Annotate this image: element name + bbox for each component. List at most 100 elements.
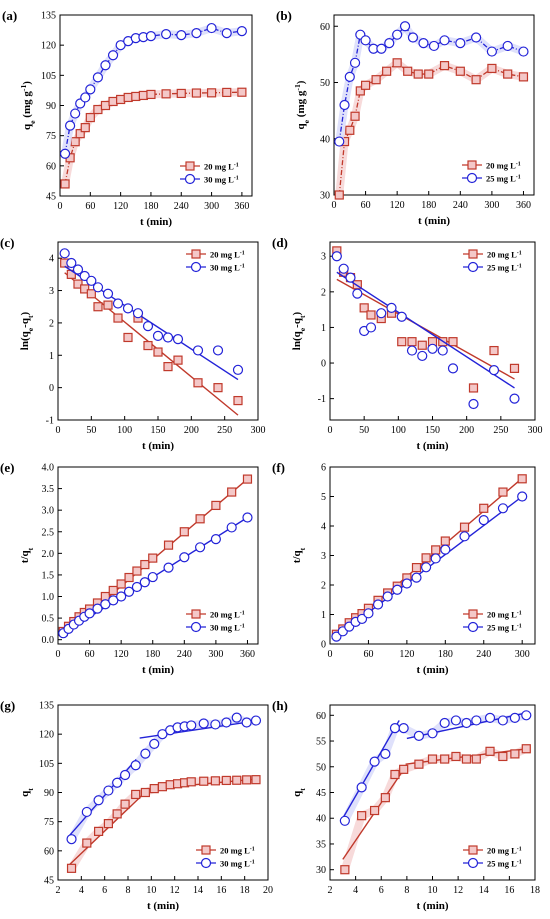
data-point — [439, 717, 450, 729]
data-point — [360, 35, 371, 46]
data-point — [70, 137, 80, 147]
data-point — [345, 125, 355, 135]
data-point — [509, 712, 520, 723]
data-point — [140, 559, 150, 570]
data-point — [396, 311, 407, 322]
x-tick-label: 0 — [58, 201, 63, 212]
y-tick-label: 2.0 — [42, 549, 55, 560]
y-tick-label: 4 — [321, 522, 326, 533]
data-point — [157, 782, 168, 792]
data-point — [440, 536, 450, 546]
data-point — [116, 591, 127, 602]
y-axis-label: qe (mg g-1) — [293, 80, 311, 129]
legend-marker — [200, 857, 212, 869]
data-point — [237, 87, 247, 97]
legend-marker — [467, 621, 479, 633]
data-point — [149, 784, 159, 794]
data-point — [407, 337, 417, 347]
data-point — [406, 345, 418, 356]
data-point — [66, 863, 77, 873]
x-tick-label: 10 — [428, 885, 438, 896]
legend-marker — [191, 609, 201, 619]
x-tick-label: 240 — [177, 649, 192, 660]
data-point — [502, 40, 513, 52]
data-point — [93, 302, 103, 312]
x-tick-label: 300 — [484, 200, 499, 211]
data-point — [131, 91, 141, 102]
data-point — [399, 764, 409, 774]
data-point — [191, 27, 202, 39]
x-tick-label: 360 — [240, 649, 255, 660]
plot-frame — [57, 466, 259, 645]
y-axis-label: qe (mg g-1) — [19, 81, 37, 130]
data-point — [471, 754, 481, 764]
data-point — [471, 75, 481, 85]
legend-label: 25 mg L-1 — [486, 174, 521, 184]
y-tick-label: 60 — [46, 161, 56, 172]
data-point — [431, 545, 441, 555]
y-tick-label: 55 — [316, 737, 326, 748]
x-tick-label: 50 — [86, 425, 96, 436]
data-point — [143, 340, 153, 351]
x-tick-label: 300 — [515, 649, 530, 660]
panel-label: (b) — [276, 8, 292, 23]
x-axis-label: t (min) — [147, 900, 179, 912]
legend-label: 30 mg L-1 — [210, 263, 245, 273]
data-point — [93, 795, 104, 806]
data-point — [108, 585, 118, 596]
legend-label: 30 mg L-1 — [204, 175, 239, 185]
data-point — [232, 364, 244, 375]
data-point — [372, 599, 384, 610]
y-tick-label: 135 — [41, 11, 56, 22]
data-point — [221, 717, 232, 728]
x-tick-label: 180 — [438, 649, 453, 660]
x-tick-label: 100 — [117, 425, 132, 436]
y-tick-label: 45 — [44, 876, 54, 887]
data-point — [413, 69, 423, 79]
x-tick-label: 300 — [251, 425, 266, 436]
data-point — [172, 333, 184, 345]
data-point — [212, 345, 224, 356]
x-axis-label: t (min) — [416, 440, 448, 452]
legend-label: 25 mg L-1 — [487, 859, 522, 869]
data-point — [103, 819, 114, 829]
x-tick-label: 60 — [85, 649, 95, 660]
data-point — [179, 527, 189, 537]
data-point — [498, 751, 508, 762]
data-point — [100, 100, 111, 111]
data-point — [427, 754, 438, 764]
y-tick-label: 2.5 — [42, 527, 55, 538]
data-point — [386, 302, 397, 313]
x-tick-label: 6 — [102, 885, 107, 896]
data-point — [100, 599, 111, 610]
data-point — [139, 577, 150, 588]
data-point — [369, 805, 380, 816]
data-point — [173, 355, 183, 365]
x-axis-label: t (min) — [418, 215, 450, 227]
legend-marker — [468, 845, 478, 855]
y-tick-label: 4 — [49, 254, 54, 265]
fit-line — [336, 271, 515, 389]
data-point — [421, 553, 431, 563]
data-point — [479, 503, 489, 513]
data-point — [108, 96, 118, 107]
data-point — [517, 491, 528, 502]
data-point — [448, 337, 458, 347]
data-point — [439, 61, 450, 71]
x-tick-label: 2 — [56, 885, 61, 896]
data-point — [222, 87, 232, 98]
x-tick-label: 360 — [234, 201, 249, 212]
data-point — [360, 80, 371, 90]
y-tick-label: 120 — [39, 730, 54, 741]
data-point — [411, 572, 422, 583]
data-point — [86, 289, 96, 299]
data-point — [81, 806, 92, 818]
data-point — [251, 775, 261, 785]
data-point — [339, 815, 350, 826]
x-tick-label: 60 — [361, 200, 371, 211]
data-point — [427, 343, 438, 354]
fit-line — [69, 794, 143, 865]
x-tick-label: 16 — [504, 885, 514, 896]
data-point — [486, 46, 497, 57]
data-point — [147, 571, 158, 583]
